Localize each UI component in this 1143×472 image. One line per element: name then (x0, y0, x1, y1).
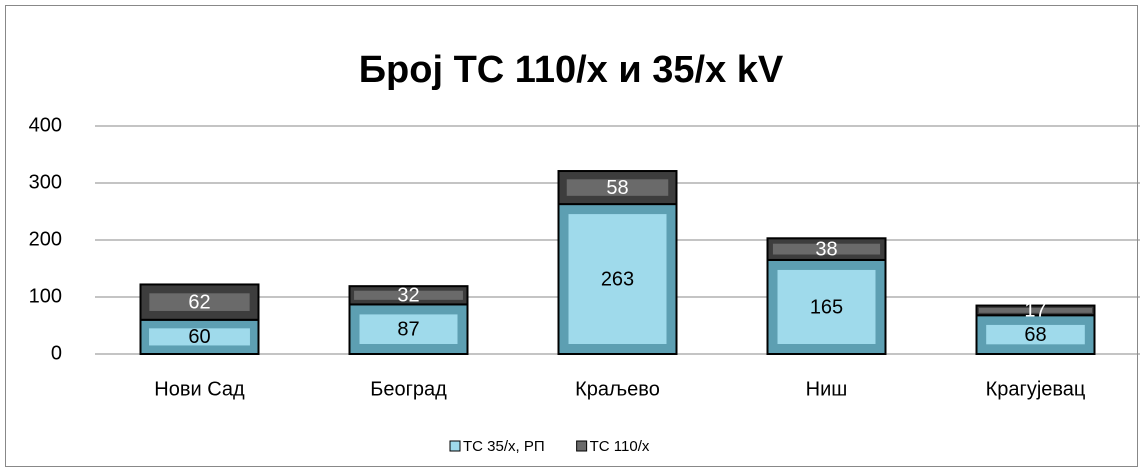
bar-segment (975, 304, 1096, 317)
legend-label: ТС 110/х (590, 438, 650, 455)
bar-segment (348, 285, 469, 306)
data-label: 62 (188, 291, 210, 313)
data-label: 60 (188, 326, 210, 348)
x-tick-label: Нови Сад (154, 378, 245, 400)
data-label: 32 (397, 285, 419, 307)
data-label: 87 (397, 318, 419, 340)
data-label: 263 (601, 268, 634, 290)
legend-swatch (449, 440, 461, 452)
y-tick-label: 0 (51, 342, 62, 364)
bar-segment (766, 237, 887, 261)
data-label: 38 (815, 238, 837, 260)
bar-segment (557, 170, 678, 206)
y-tick-label: 100 (29, 285, 62, 307)
data-label: 68 (1024, 324, 1046, 346)
bar-segment (348, 303, 469, 356)
bar-segment (766, 258, 887, 356)
data-label: 58 (606, 177, 628, 199)
bar-segment (975, 314, 1096, 355)
chart-title: Број ТС 110/х и 35/х kV (359, 49, 784, 91)
x-tick-label: Краљево (575, 378, 660, 400)
y-tick-label: 200 (29, 228, 62, 250)
x-tick-label: Београд (370, 378, 447, 400)
data-label: 17 (1024, 300, 1046, 322)
bar-segment (139, 318, 260, 355)
y-tick-label: 300 (29, 171, 62, 193)
bar-segment (557, 203, 678, 355)
x-tick-label: Крагујевац (986, 378, 1086, 400)
x-tick-label: Ниш (806, 378, 848, 400)
legend-swatch (576, 440, 588, 452)
data-label: 165 (810, 296, 843, 318)
bar-segment (139, 283, 260, 321)
legend-label: ТС 35/х, РП (463, 438, 545, 455)
y-tick-label: 400 (29, 114, 62, 136)
